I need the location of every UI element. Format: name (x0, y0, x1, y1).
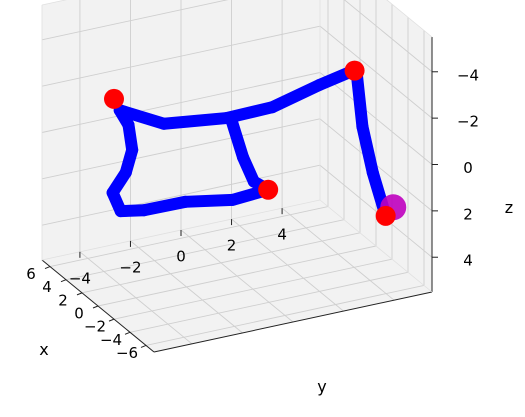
waypoint-marker (258, 179, 279, 200)
z-axis-title: z (505, 198, 513, 217)
pane-edge (319, 199, 433, 293)
x-tick (76, 292, 83, 296)
y-axis-title: y (317, 377, 326, 396)
z-tick-label: 4 (463, 252, 473, 270)
grid-line (319, 164, 433, 258)
grid-line (343, 0, 433, 73)
waypoint-marker (104, 88, 124, 109)
pane-edge (386, 0, 433, 38)
x-axis-title: x (39, 340, 48, 359)
y-tick-label: 0 (176, 248, 186, 266)
grid-line (231, 218, 344, 312)
z-tick-label: −4 (457, 66, 479, 84)
x-tick-label: 0 (74, 305, 84, 323)
x-tick-label: 6 (26, 265, 36, 283)
y-tick-label: 2 (227, 237, 237, 255)
x-tick (124, 331, 131, 335)
waypoint-markers (104, 60, 407, 226)
z-tick-label: 0 (463, 159, 473, 177)
waypoint-marker (375, 205, 396, 226)
grid-line (41, 72, 321, 133)
z-tick-label: 2 (463, 205, 473, 223)
grid-line (41, 118, 321, 180)
path-segment (157, 112, 233, 130)
y-tick-label: −2 (119, 258, 141, 276)
grid-line (319, 72, 433, 165)
x-tick (108, 318, 115, 322)
waypoint-marker (344, 60, 365, 81)
path-segment (113, 104, 170, 130)
x-tick (92, 305, 99, 309)
x-tick-label: 4 (42, 278, 52, 296)
x-tick (44, 266, 51, 270)
path-segment (220, 101, 279, 125)
y-tick-label: 4 (277, 226, 287, 244)
path-series (106, 63, 392, 222)
grid-line (41, 164, 321, 226)
grid-line (41, 0, 229, 41)
y-tick-label: −4 (69, 269, 91, 287)
grid-line (180, 229, 294, 323)
grid-line (130, 240, 243, 334)
grid-line (79, 251, 193, 345)
z-tick-label: −2 (457, 113, 479, 131)
tick-marks (44, 71, 438, 348)
x-tick (60, 279, 67, 283)
path-segment (266, 78, 326, 114)
x-tick-label: −6 (116, 344, 138, 362)
path-segment (137, 195, 192, 217)
x-tick-label: −2 (84, 318, 106, 336)
y-axis-line (153, 291, 433, 353)
grid-line (41, 25, 321, 87)
x-tick-label: −4 (100, 331, 122, 349)
grid-line (319, 25, 433, 119)
path-segment (356, 120, 379, 179)
x-tick (140, 344, 147, 348)
x-tick-label: 2 (58, 291, 68, 309)
path-segment (179, 193, 239, 208)
grid-line (281, 207, 395, 301)
